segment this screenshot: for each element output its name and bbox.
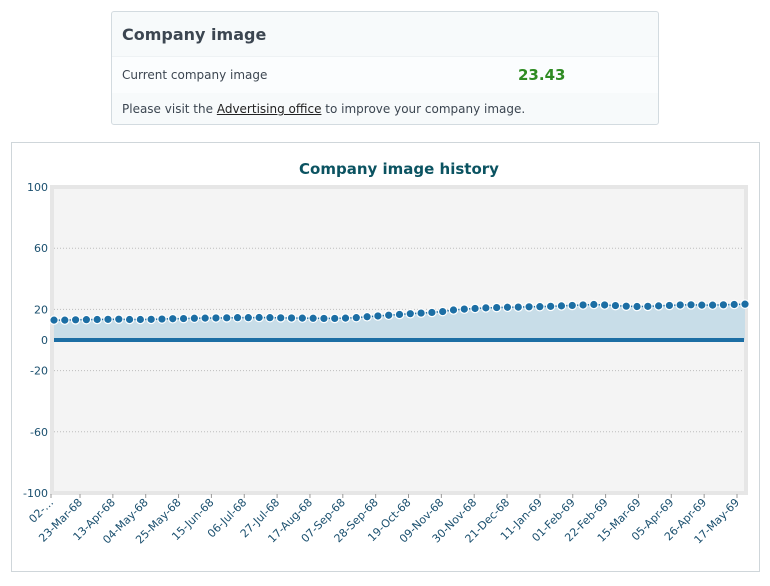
data-point	[643, 301, 653, 312]
data-point	[265, 312, 275, 323]
data-point	[481, 303, 491, 313]
data-point	[599, 300, 610, 310]
data-point	[740, 299, 750, 309]
data-point	[319, 313, 329, 324]
data-point	[383, 310, 394, 321]
data-point	[405, 308, 416, 319]
data-point	[351, 312, 362, 323]
y-tick-label: -20	[30, 365, 48, 378]
data-point	[243, 312, 254, 323]
company-image-card: Company image Current company image 23.4…	[111, 11, 659, 125]
data-point	[707, 300, 718, 310]
current-image-value: 23.43	[518, 66, 566, 84]
data-point	[113, 314, 124, 324]
y-tick-label: -60	[30, 426, 48, 439]
card-title: Company image	[122, 25, 267, 44]
advertising-hint-suffix: to improve your company image.	[325, 102, 526, 116]
data-point	[200, 313, 210, 323]
data-point	[470, 303, 480, 314]
data-point	[286, 313, 297, 323]
data-point	[513, 302, 524, 312]
data-point	[448, 305, 459, 315]
data-point	[70, 315, 81, 325]
advertising-hint-prefix: Please visit the	[122, 102, 213, 116]
data-point	[416, 308, 426, 318]
data-point	[718, 300, 729, 310]
y-tick-label: 100	[27, 181, 48, 194]
data-point	[81, 314, 92, 325]
data-point	[556, 301, 567, 311]
data-point	[502, 302, 513, 313]
data-point	[297, 313, 308, 323]
data-point	[221, 313, 232, 323]
data-point	[92, 314, 102, 325]
data-point	[178, 313, 189, 324]
data-point	[545, 301, 556, 312]
data-point	[254, 312, 264, 323]
data-point	[394, 309, 405, 320]
data-point	[535, 301, 545, 312]
data-point	[211, 313, 221, 323]
data-point	[146, 314, 156, 325]
data-point	[373, 311, 383, 321]
data-point	[567, 300, 578, 311]
data-point	[524, 301, 534, 312]
data-point	[578, 300, 588, 310]
data-point	[621, 301, 632, 311]
data-point	[653, 301, 664, 311]
advertising-office-link[interactable]: Advertising office	[216, 102, 322, 116]
data-point	[189, 313, 200, 324]
data-point	[59, 315, 70, 325]
data-point	[610, 300, 621, 311]
data-point	[697, 300, 707, 310]
data-point	[49, 315, 59, 325]
data-point	[491, 302, 502, 313]
data-point	[437, 306, 448, 317]
data-point	[103, 314, 113, 325]
data-point	[675, 300, 686, 310]
data-point	[329, 313, 340, 324]
plot-area: 10060200-20-60-10002-…23-Mar-6813-Apr-68…	[23, 181, 750, 546]
data-point	[362, 311, 372, 322]
data-point	[589, 299, 599, 310]
data-point	[729, 299, 740, 310]
data-point	[340, 313, 351, 323]
y-tick-label: 0	[41, 334, 48, 347]
data-point	[308, 313, 318, 324]
data-point	[135, 314, 146, 325]
series-area	[54, 304, 745, 340]
data-point	[275, 313, 286, 323]
data-point	[686, 300, 696, 310]
data-point	[232, 312, 243, 323]
data-point	[167, 313, 178, 324]
y-tick-label: -100	[23, 487, 48, 500]
company-image-history-chart: Company image history 100 60 20 0 -20 -60 -100…	[11, 142, 760, 572]
current-image-label: Current company image	[122, 68, 268, 82]
data-point	[124, 314, 135, 325]
chart-title: Company image history	[299, 160, 499, 178]
data-point	[632, 301, 642, 312]
current-image-row: Current company image 23.43	[112, 56, 658, 93]
y-tick-label: 20	[34, 303, 48, 316]
data-point	[427, 307, 437, 318]
data-point	[459, 304, 470, 314]
y-tick-label: 60	[34, 242, 48, 255]
data-point	[157, 314, 167, 324]
data-point	[664, 300, 675, 311]
chart-svg: Company image history 100 60 20 0 -20 -60 -100…	[23, 160, 750, 546]
advertising-hint: Please visit the Advertising office to i…	[122, 102, 525, 116]
